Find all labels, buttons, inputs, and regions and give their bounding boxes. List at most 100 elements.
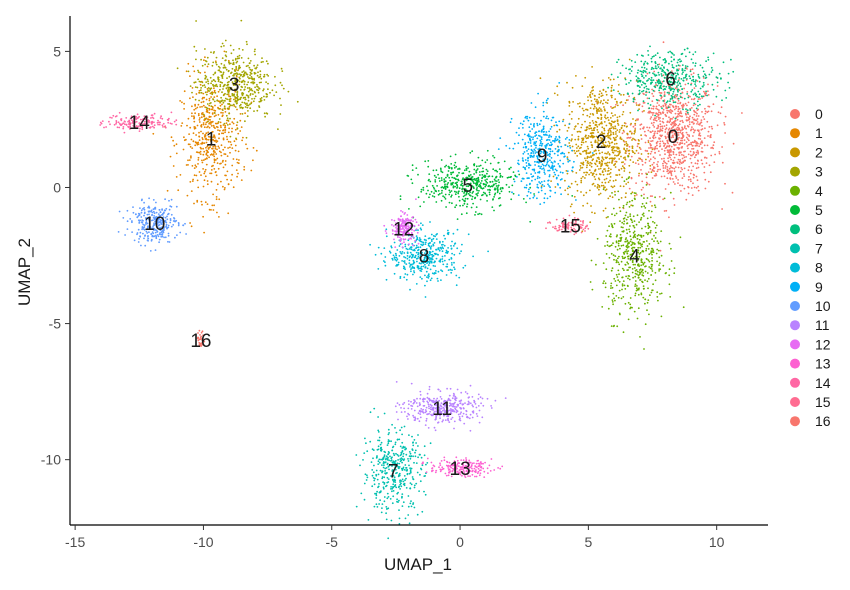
data-point	[642, 89, 645, 92]
data-point	[381, 477, 384, 480]
data-point	[582, 175, 584, 178]
data-point	[256, 64, 259, 66]
data-point	[680, 104, 683, 107]
data-point	[401, 450, 404, 453]
data-point	[613, 143, 616, 145]
data-point	[195, 50, 198, 52]
data-point	[631, 139, 633, 141]
data-point	[239, 113, 242, 115]
data-point	[578, 105, 581, 108]
data-point	[444, 187, 447, 190]
data-point	[701, 111, 703, 113]
data-point	[440, 177, 443, 179]
data-point	[447, 229, 449, 232]
data-point	[359, 464, 361, 467]
data-point	[614, 179, 617, 182]
data-point	[660, 315, 663, 318]
data-point	[605, 135, 608, 138]
data-point	[391, 487, 394, 490]
data-point	[626, 232, 629, 235]
data-point	[545, 101, 548, 104]
data-point	[197, 113, 200, 115]
data-point	[627, 318, 630, 321]
data-point	[604, 282, 607, 285]
data-point	[657, 82, 660, 85]
data-point	[643, 348, 645, 350]
data-point	[239, 119, 242, 122]
data-point	[363, 452, 366, 454]
data-point	[548, 169, 551, 172]
data-point	[528, 116, 531, 119]
data-point	[680, 78, 683, 80]
data-point	[674, 93, 677, 96]
data-point	[430, 277, 433, 280]
data-point	[627, 177, 630, 180]
data-point	[589, 122, 591, 124]
data-point	[253, 97, 256, 100]
data-point	[182, 148, 185, 151]
data-point	[584, 159, 587, 162]
data-point	[586, 157, 589, 160]
data-point	[190, 155, 192, 158]
data-point	[604, 245, 606, 247]
data-point	[224, 97, 227, 100]
data-point	[643, 193, 645, 196]
data-point	[454, 185, 456, 188]
data-point	[195, 174, 198, 177]
data-point	[238, 57, 241, 60]
data-point	[642, 250, 645, 253]
data-point	[610, 131, 612, 133]
data-point	[637, 142, 640, 145]
data-point	[622, 204, 625, 207]
data-point	[650, 57, 653, 60]
data-point	[246, 94, 249, 97]
data-point	[254, 95, 257, 98]
data-point	[687, 96, 690, 99]
data-point	[651, 130, 654, 133]
data-point	[411, 164, 414, 167]
data-point	[632, 246, 634, 249]
data-point	[640, 194, 643, 197]
data-point	[235, 65, 238, 68]
data-point	[660, 254, 663, 257]
data-point	[622, 157, 625, 159]
data-point	[625, 249, 628, 251]
data-point	[613, 258, 615, 261]
data-point	[646, 72, 649, 75]
data-point	[223, 64, 226, 66]
data-point	[209, 121, 211, 124]
data-point	[598, 158, 600, 161]
data-point	[231, 127, 234, 130]
data-point	[639, 246, 642, 249]
data-point	[244, 98, 247, 101]
data-point	[280, 104, 282, 106]
data-point	[631, 255, 633, 258]
data-point	[611, 120, 613, 123]
data-point	[652, 249, 655, 252]
data-point	[657, 71, 660, 74]
data-point	[644, 270, 647, 273]
data-point	[493, 156, 496, 159]
data-point	[694, 65, 697, 67]
data-point	[667, 128, 670, 131]
data-point	[647, 155, 650, 158]
data-point	[630, 204, 633, 207]
data-point	[665, 124, 668, 127]
data-point	[565, 170, 568, 172]
data-point	[218, 69, 221, 72]
data-point	[666, 149, 669, 152]
data-point	[461, 182, 464, 185]
data-point	[234, 70, 237, 72]
data-point	[420, 456, 423, 459]
data-point	[644, 60, 647, 63]
data-point	[201, 138, 204, 141]
data-point	[269, 91, 271, 94]
data-point	[621, 276, 623, 279]
data-point	[260, 97, 263, 99]
data-point	[406, 473, 409, 476]
data-point	[570, 139, 573, 142]
data-point	[475, 170, 477, 172]
data-point	[580, 126, 583, 129]
data-point	[672, 93, 674, 95]
data-point	[424, 241, 427, 244]
